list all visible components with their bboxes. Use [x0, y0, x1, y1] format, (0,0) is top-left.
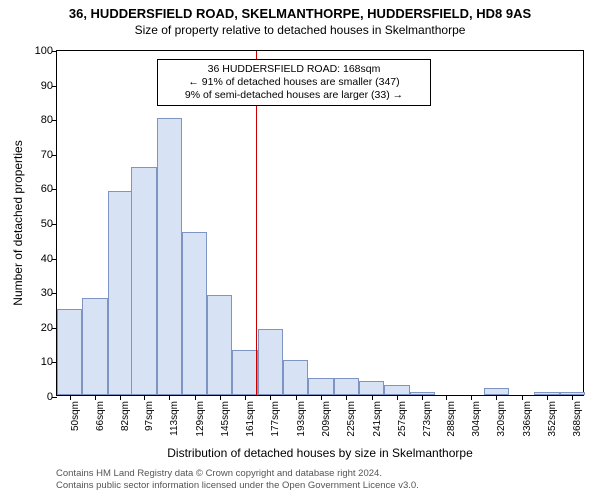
- credits-line-1: Contains HM Land Registry data © Crown c…: [56, 468, 419, 480]
- x-tick-label: 288sqm: [446, 401, 457, 437]
- x-tick-mark: [372, 395, 373, 400]
- x-tick-label: 97sqm: [144, 401, 155, 431]
- histogram-bar: [359, 381, 384, 395]
- x-tick-label: 66sqm: [95, 401, 106, 431]
- x-tick-mark: [270, 395, 271, 400]
- histogram-bar: [484, 388, 509, 395]
- x-tick-mark: [195, 395, 196, 400]
- x-tick-mark: [572, 395, 573, 400]
- x-tick-mark: [321, 395, 322, 400]
- x-tick-mark: [422, 395, 423, 400]
- y-tick-mark: [52, 224, 57, 225]
- histogram-bar: [207, 295, 232, 395]
- page-title: 36, HUDDERSFIELD ROAD, SKELMANTHORPE, HU…: [0, 6, 600, 21]
- x-tick-label: 209sqm: [321, 401, 332, 437]
- x-tick-label: 82sqm: [120, 401, 131, 431]
- x-tick-mark: [346, 395, 347, 400]
- histogram-bar: [108, 191, 133, 395]
- histogram-bar: [182, 232, 207, 395]
- credits: Contains HM Land Registry data © Crown c…: [56, 468, 419, 492]
- x-tick-label: 257sqm: [397, 401, 408, 437]
- y-tick-mark: [52, 259, 57, 260]
- x-tick-mark: [471, 395, 472, 400]
- x-tick-label: 368sqm: [572, 401, 583, 437]
- x-tick-label: 161sqm: [245, 401, 256, 437]
- y-tick-mark: [52, 86, 57, 87]
- x-tick-mark: [70, 395, 71, 400]
- x-tick-mark: [547, 395, 548, 400]
- x-tick-label: 273sqm: [422, 401, 433, 437]
- x-tick-label: 241sqm: [372, 401, 383, 437]
- histogram-bar: [232, 350, 257, 395]
- title-block: 36, HUDDERSFIELD ROAD, SKELMANTHORPE, HU…: [0, 6, 600, 37]
- x-tick-label: 113sqm: [169, 401, 180, 436]
- x-tick-label: 225sqm: [346, 401, 357, 437]
- histogram-bar: [131, 167, 156, 395]
- annotation-line: 36 HUDDERSFIELD ROAD: 168sqm: [164, 63, 424, 76]
- annotation-box: 36 HUDDERSFIELD ROAD: 168sqm← 91% of det…: [157, 59, 431, 106]
- x-tick-mark: [296, 395, 297, 400]
- x-tick-label: 177sqm: [270, 401, 281, 437]
- x-tick-mark: [144, 395, 145, 400]
- x-tick-mark: [169, 395, 170, 400]
- x-tick-label: 336sqm: [522, 401, 533, 437]
- y-tick-mark: [52, 189, 57, 190]
- x-tick-mark: [245, 395, 246, 400]
- credits-line-2: Contains public sector information licen…: [56, 480, 419, 492]
- x-tick-mark: [95, 395, 96, 400]
- histogram-bar: [157, 118, 182, 395]
- histogram-bar: [283, 360, 308, 395]
- x-tick-label: 320sqm: [496, 401, 507, 437]
- x-tick-mark: [496, 395, 497, 400]
- histogram-bar: [57, 309, 82, 396]
- y-tick-mark: [52, 293, 57, 294]
- histogram-plot: 010203040506070809010050sqm66sqm82sqm97s…: [56, 50, 584, 396]
- y-tick-mark: [52, 155, 57, 156]
- histogram-bar: [82, 298, 107, 395]
- x-tick-mark: [522, 395, 523, 400]
- x-tick-label: 50sqm: [70, 401, 81, 431]
- histogram-bar: [308, 378, 333, 395]
- x-tick-label: 129sqm: [195, 401, 206, 437]
- x-tick-mark: [120, 395, 121, 400]
- x-tick-mark: [397, 395, 398, 400]
- y-tick-label: 100: [35, 45, 53, 57]
- page-subtitle: Size of property relative to detached ho…: [0, 23, 600, 37]
- x-tick-label: 304sqm: [471, 401, 482, 437]
- x-tick-label: 145sqm: [220, 401, 231, 437]
- x-tick-label: 352sqm: [547, 401, 558, 437]
- histogram-bar: [258, 329, 283, 395]
- x-axis-label: Distribution of detached houses by size …: [56, 446, 584, 460]
- y-tick-mark: [52, 51, 57, 52]
- annotation-line: ← 91% of detached houses are smaller (34…: [164, 76, 424, 89]
- histogram-bar: [334, 378, 359, 395]
- x-tick-mark: [220, 395, 221, 400]
- histogram-bar: [384, 385, 409, 395]
- x-tick-label: 193sqm: [296, 401, 307, 437]
- y-axis-label: Number of detached properties: [11, 140, 25, 305]
- y-tick-mark: [52, 397, 57, 398]
- annotation-line: 9% of semi-detached houses are larger (3…: [164, 89, 424, 102]
- y-tick-mark: [52, 120, 57, 121]
- x-tick-mark: [446, 395, 447, 400]
